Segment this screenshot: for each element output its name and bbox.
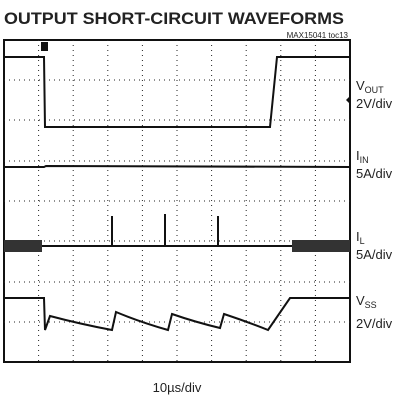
level-marker xyxy=(346,96,350,104)
figure-title: OUTPUT SHORT-CIRCUIT WAVEFORMS xyxy=(4,9,344,28)
channel-name: VOUT xyxy=(356,78,384,95)
il-trace xyxy=(4,214,350,247)
channel-name: IIN xyxy=(356,148,369,165)
timebase: 10µs/div xyxy=(153,380,202,395)
vout-trace xyxy=(4,56,350,128)
channel-scale: 2V/div xyxy=(356,96,393,111)
il-ripple xyxy=(4,240,42,252)
iin-trace xyxy=(4,164,351,168)
channel-scale: 2V/div xyxy=(356,316,393,331)
channel-scale: 5A/div xyxy=(356,247,393,262)
graticule xyxy=(4,40,350,362)
channel-labels: VOUT 2V/div IIN 5A/div IL 5A/div VSS 2V/… xyxy=(356,78,393,331)
il-ripple xyxy=(292,240,350,252)
channel-name: VSS xyxy=(356,293,377,310)
trigger-marker xyxy=(41,42,48,51)
channel-scale: 5A/div xyxy=(356,166,393,181)
channel-name: IL xyxy=(356,229,365,246)
waveforms xyxy=(4,42,351,332)
figure-id: MAX15041 toc13 xyxy=(287,31,349,40)
vss-trace xyxy=(4,297,350,332)
